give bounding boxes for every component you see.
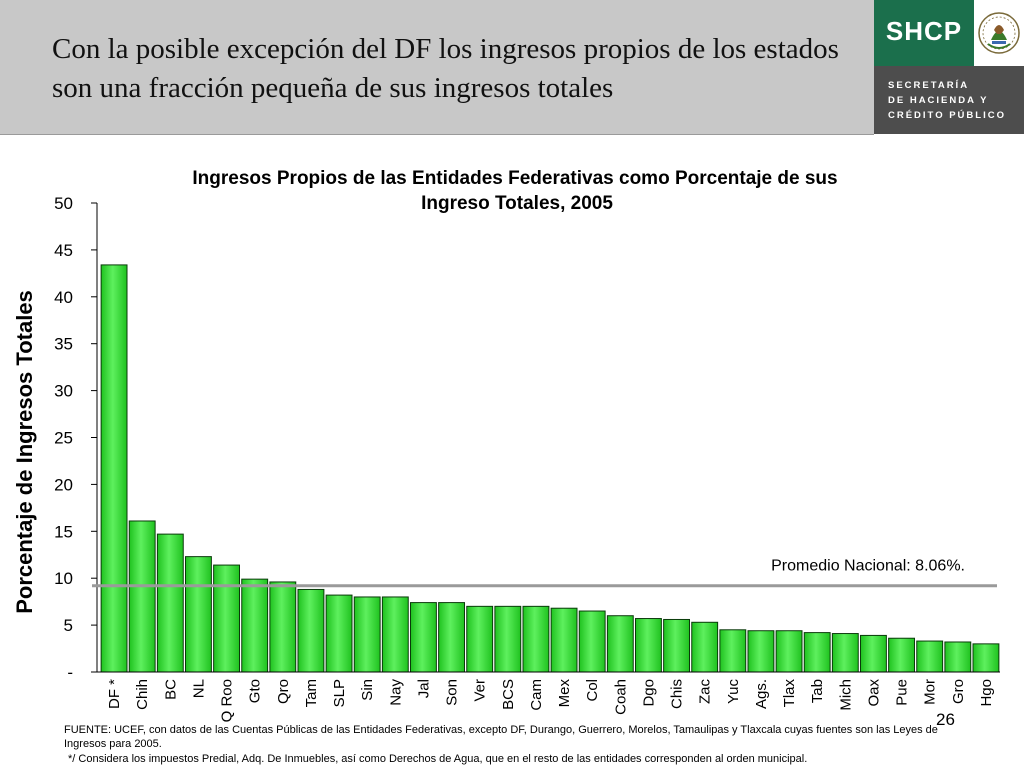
x-tick-label: Pue (894, 679, 911, 706)
note-footnote: */ Considera los impuestos Predial, Adq.… (68, 753, 808, 765)
y-tick-label: 50 (54, 194, 73, 213)
national-average-line: Promedio Nacional: 8.06%. (92, 558, 997, 588)
bar (100, 264, 128, 673)
bar (972, 643, 1000, 673)
x-tick-label: Mex (556, 679, 573, 708)
x-tick-label: Jal (415, 679, 432, 698)
x-tick-label: Tab (809, 679, 826, 703)
x-tick-label: Nay (387, 679, 404, 706)
logo-line-2: DE HACIENDA Y (888, 95, 989, 106)
x-tick-label: NL (190, 679, 207, 698)
x-tick-label: Tlax (781, 679, 798, 708)
bar (550, 607, 578, 673)
bar (213, 564, 240, 673)
bar (803, 632, 831, 673)
bar (944, 641, 972, 673)
bar (578, 610, 606, 673)
x-tick-label: Gro (950, 679, 967, 704)
x-tick-label: Ver (472, 679, 489, 702)
bar (353, 596, 381, 673)
y-tick-label: 30 (54, 382, 73, 401)
bar (241, 578, 269, 673)
bar (269, 581, 297, 673)
x-tick-label: Mich (837, 679, 854, 711)
bar (128, 520, 156, 673)
bar (185, 556, 212, 673)
bar (831, 633, 859, 673)
x-tick-label: Chis (669, 679, 686, 709)
y-tick-label: 40 (54, 288, 73, 307)
y-tick-label: 20 (54, 475, 73, 494)
y-axis: - 5 10 15 20 25 30 35 40 45 50 (54, 194, 98, 682)
x-tick-label: Sin (359, 679, 376, 701)
bar (719, 629, 747, 673)
x-tick-label: Oax (865, 679, 882, 707)
bar (438, 602, 465, 673)
y-tick-label: 45 (54, 241, 73, 260)
mexico-seal-icon (974, 0, 1024, 66)
bar (888, 637, 915, 673)
bar (606, 615, 634, 673)
source-footnote: FUENTE: UCEF, con datos de las Cuentas P… (64, 724, 938, 750)
average-label: Promedio Nacional: 8.06%. (771, 558, 965, 575)
y-tick-label: 25 (54, 429, 73, 448)
y-tick-label: 5 (64, 616, 73, 635)
bar (775, 630, 803, 673)
slide-title: Con la posible excepción del DF los ingr… (52, 33, 839, 104)
bar (466, 605, 494, 673)
x-tick-label: BC (162, 679, 179, 700)
chart-title-line-2: Ingreso Totales, 2005 (421, 193, 613, 214)
y-tick-label: 15 (54, 522, 73, 541)
x-tick-label: Cam (528, 679, 545, 711)
bar (691, 621, 719, 673)
bar (381, 596, 409, 673)
bar (494, 605, 522, 673)
x-tick-label: Zac (697, 679, 714, 705)
page-number: 26 (936, 710, 955, 729)
x-tick-label: Yuc (725, 679, 742, 705)
logo-caption: SECRETARÍA DE HACIENDA Y CRÉDITO PÚBLICO (874, 66, 1024, 134)
x-tick-label: DF * (106, 679, 123, 709)
y-tick-label: - (67, 663, 73, 682)
x-tick-label: Gto (247, 679, 264, 703)
x-tick-label: Q Roo (219, 679, 236, 722)
logo-line-3: CRÉDITO PÚBLICO (888, 110, 1006, 121)
logo-line-1: SECRETARÍA (888, 80, 970, 91)
bar (156, 533, 184, 673)
y-tick-label: 10 (54, 569, 73, 588)
chart-title-line-1: Ingresos Propios de las Entidades Federa… (192, 168, 837, 189)
logo-green-block: SHCP (874, 0, 974, 66)
bar (522, 605, 550, 673)
bar (325, 594, 353, 673)
y-axis-label: Porcentaje de Ingresos Totales (12, 290, 37, 614)
x-tick-label: Son (444, 679, 461, 706)
x-tick-label: Hgo (978, 679, 995, 707)
bar (860, 634, 887, 673)
x-tick-label: BCS (500, 679, 517, 710)
bar (916, 640, 944, 673)
x-tick-label: Qro (275, 679, 292, 704)
x-tick-label: Chih (134, 679, 151, 710)
y-tick-label: 35 (54, 335, 73, 354)
logo-shcp-text: SHCP (885, 16, 963, 46)
x-tick-label: Ags. (753, 679, 770, 709)
x-tick-label: Dgo (640, 679, 657, 707)
bar-chart: Ingresos Propios de las Entidades Federa… (12, 168, 1000, 722)
bar-series (97, 264, 1000, 673)
bar (747, 630, 775, 673)
slide-header: Con la posible excepción del DF los ingr… (0, 0, 874, 135)
bar (410, 602, 437, 673)
x-tick-label: Coah (612, 679, 629, 715)
x-axis-labels: DF * Chih BC NL Q Roo Gto Qro Tam SLP Sin Nay Jal So… (106, 679, 995, 722)
x-tick-label: SLP (331, 679, 348, 707)
x-tick-label: Mor (922, 679, 939, 705)
bar (635, 618, 662, 673)
shcp-logo: SHCP SECRETARÍA DE HACIENDA Y CRÉDITO PÚ… (874, 0, 1024, 134)
x-tick-label: Tam (303, 679, 320, 707)
x-tick-label: Col (584, 679, 601, 702)
bar (663, 618, 690, 673)
bar (297, 588, 325, 673)
logo-top: SHCP (874, 0, 1024, 66)
